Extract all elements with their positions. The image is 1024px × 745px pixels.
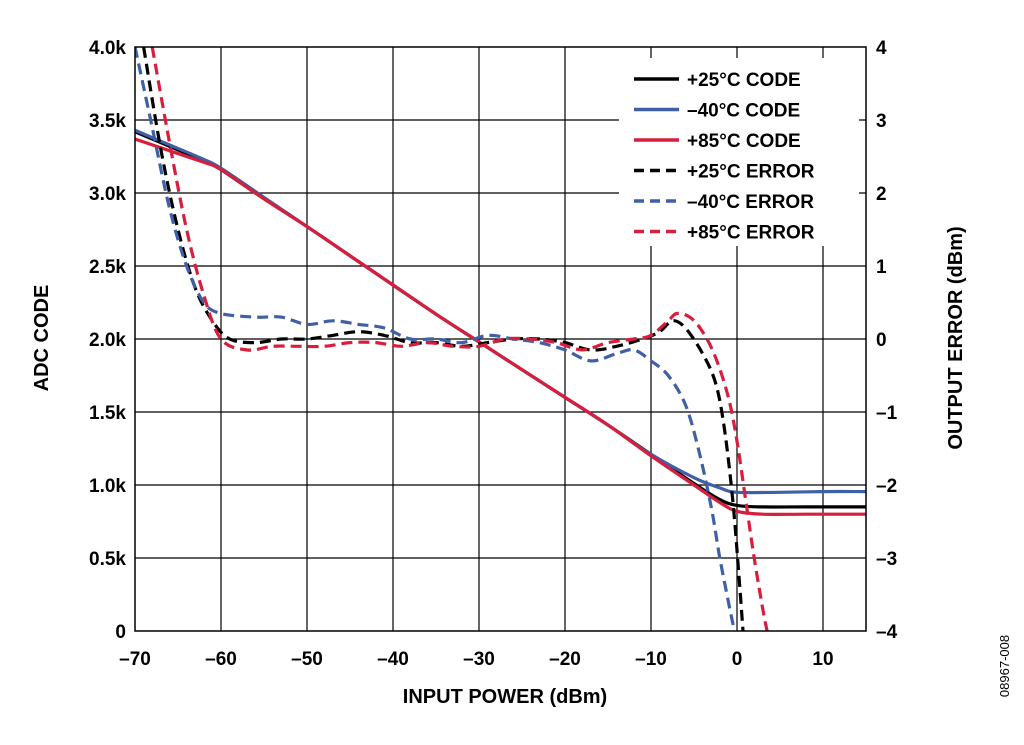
legend-label: –40°C ERROR <box>687 192 814 213</box>
x-tick-label: –10 <box>635 649 667 670</box>
y-axis-ticks: 0 0.5k 1.0k 1.5k 2.0k 2.5k 3.0k 3.5k 4.0k <box>89 38 126 643</box>
x-axis-ticks: –70 –60 –50 –40 –30 –20 –10 0 10 <box>119 649 833 670</box>
x-tick-label: –50 <box>291 649 323 670</box>
x-axis-title: INPUT POWER (dBm) <box>403 686 607 708</box>
y-axis-title: ADC CODE <box>31 285 53 392</box>
x-tick-label: –40 <box>377 649 409 670</box>
y-tick-label: 2.0k <box>89 330 126 351</box>
y-tick-label: 0 <box>115 622 126 643</box>
y-tick-label: 3.0k <box>89 184 126 205</box>
series-line-4 <box>135 47 736 631</box>
series-line-5 <box>150 47 769 631</box>
x-tick-label: –30 <box>463 649 495 670</box>
y2-tick-label: 2 <box>876 184 887 205</box>
legend-label: +25°C CODE <box>687 70 801 91</box>
y-tick-label: 0.5k <box>89 549 126 570</box>
series-line-3 <box>142 47 745 631</box>
y2-axis-title: OUTPUT ERROR (dBm) <box>945 226 967 449</box>
y2-tick-label: –3 <box>876 549 897 570</box>
y-tick-label: 3.5k <box>89 111 126 132</box>
legend-label: +85°C CODE <box>687 131 801 152</box>
legend: +25°C CODE –40°C CODE +85°C CODE +25°C ERRO… <box>619 58 859 246</box>
y2-tick-label: 0 <box>876 330 887 351</box>
y2-axis-ticks: –4 –3 –2 –1 0 1 2 3 4 <box>876 38 898 643</box>
x-tick-label: 0 <box>732 649 743 670</box>
figure-id: 08967-008 <box>997 635 1012 697</box>
y-tick-label: 2.5k <box>89 257 126 278</box>
x-tick-label: 10 <box>812 649 833 670</box>
x-tick-label: –60 <box>205 649 237 670</box>
y-tick-label: 4.0k <box>89 38 126 59</box>
x-tick-label: –20 <box>549 649 581 670</box>
y2-tick-label: 4 <box>876 38 887 59</box>
x-tick-label: –70 <box>119 649 151 670</box>
y-tick-label: 1.0k <box>89 476 126 497</box>
y2-tick-label: –2 <box>876 476 897 497</box>
y2-tick-label: 1 <box>876 257 887 278</box>
y2-tick-label: –4 <box>876 622 898 643</box>
series-layer <box>135 47 866 631</box>
legend-label: +25°C ERROR <box>687 162 815 183</box>
y-tick-label: 1.5k <box>89 403 126 424</box>
legend-label: –40°C CODE <box>687 101 800 122</box>
legend-label: +85°C ERROR <box>687 223 815 244</box>
y2-tick-label: 3 <box>876 111 887 132</box>
legend-box <box>619 58 859 246</box>
plot-frame <box>134 46 867 632</box>
y2-tick-label: –1 <box>876 403 898 424</box>
